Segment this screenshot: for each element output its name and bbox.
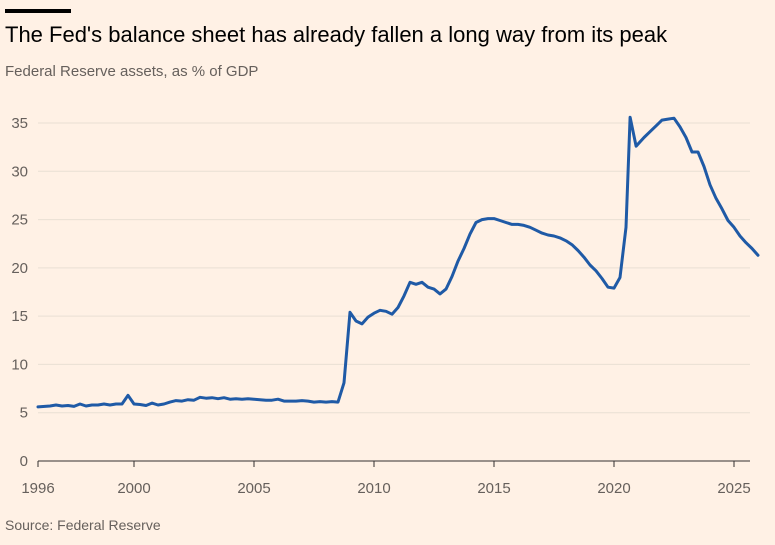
- chart-subtitle: Federal Reserve assets, as % of GDP: [5, 63, 259, 80]
- header-accent-bar: [5, 9, 71, 13]
- y-tick-label: 35: [11, 115, 28, 132]
- series-layer: [36, 115, 760, 409]
- chart-title: The Fed's balance sheet has already fall…: [5, 22, 668, 47]
- x-tick-label: 1996: [21, 480, 54, 497]
- y-tick-label: 10: [11, 356, 28, 373]
- x-tick-label: 2000: [117, 480, 150, 497]
- y-tick-label: 25: [11, 212, 28, 229]
- x-tick-label: 2015: [477, 480, 510, 497]
- y-tick-label: 5: [20, 405, 28, 422]
- x-tick-label: 2010: [357, 480, 390, 497]
- x-tick-label: 2005: [237, 480, 270, 497]
- x-tick-label: 2025: [717, 480, 750, 497]
- x-tick-label: 2020: [597, 480, 630, 497]
- y-tick-label: 20: [11, 260, 28, 277]
- source-note: Source: Federal Reserve: [5, 517, 161, 533]
- gridlines: [38, 122, 750, 414]
- y-tick-label: 30: [11, 163, 28, 180]
- series-line-fed-assets: [36, 115, 760, 409]
- y-tick-label: 0: [20, 453, 28, 470]
- y-tick-label: 15: [11, 308, 28, 325]
